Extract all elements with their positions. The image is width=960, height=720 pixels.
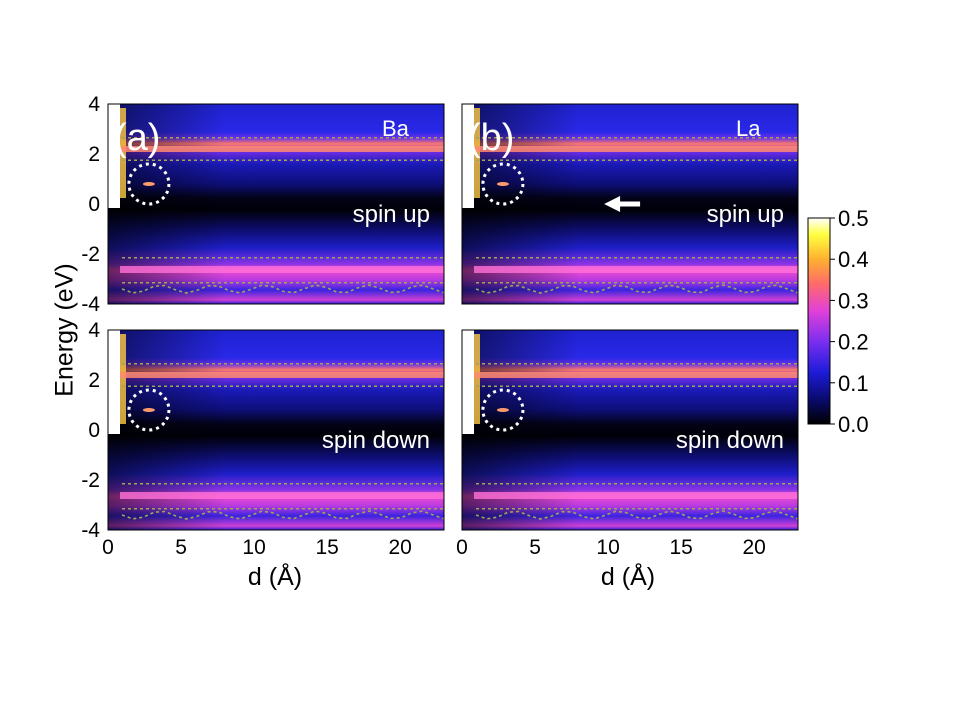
- interface-edge-glow: [474, 108, 480, 198]
- gap-state-circle: [481, 388, 525, 432]
- interface-edge-glow: [120, 108, 126, 198]
- panel-frame: [107, 103, 445, 305]
- x-tick-label: 15: [315, 536, 338, 559]
- contour-line-lower: [475, 284, 799, 294]
- colorbar-tick-label: 0.3: [838, 288, 869, 313]
- valence-band-line: [120, 266, 444, 273]
- x-tick-label: 20: [388, 536, 411, 559]
- x-tick-label: 15: [669, 536, 692, 559]
- conduction-band-line: [474, 146, 798, 152]
- panels-layer: (a) Ba spin up (b) La spin up spin down spin do…: [107, 103, 799, 531]
- conduction-band-line: [120, 146, 444, 152]
- conduction-band-line: [120, 372, 444, 378]
- x-tick-label: 5: [175, 536, 187, 559]
- x-axis-label-left: d (Å): [248, 561, 302, 591]
- x-tick-label: 5: [529, 536, 541, 559]
- colorbar-tick-label: 0.5: [838, 206, 869, 231]
- y-tick-label: 4: [88, 319, 100, 342]
- contour-line-lower: [121, 510, 445, 520]
- gap-state-circle: [127, 388, 171, 432]
- y-tick-label: 0: [88, 193, 100, 216]
- x-tick-label: 20: [742, 536, 765, 559]
- gap-state-circle: [127, 162, 171, 206]
- interface-bright-strip: [108, 330, 120, 434]
- heatmap-panel-1: (b) La spin up: [461, 103, 799, 305]
- gap-state-mark: [496, 408, 509, 412]
- heatmap-panel-3: spin down: [461, 329, 799, 531]
- panel-frame: [107, 329, 445, 531]
- panel-label: (a): [114, 117, 160, 159]
- valence-band-line: [120, 492, 444, 499]
- y-tick-label: -4: [81, 293, 100, 316]
- x-tick-label: 10: [596, 536, 619, 559]
- interface-bright-strip: [462, 330, 474, 434]
- element-label: La: [736, 116, 761, 141]
- contour-line-lower: [121, 284, 445, 294]
- interface-edge-glow: [120, 334, 126, 424]
- interface-edge-glow: [474, 334, 480, 424]
- heatmap-panel-0: (a) Ba spin up: [107, 103, 445, 305]
- y-tick-label: 2: [88, 143, 100, 166]
- gap-state-mark: [142, 408, 155, 412]
- x-tick-label: 10: [242, 536, 265, 559]
- conduction-band-line: [474, 372, 798, 378]
- valence-band-line: [474, 266, 798, 273]
- y-tick-label: -2: [81, 469, 100, 492]
- spin-label: spin up: [707, 201, 784, 228]
- spin-label: spin up: [353, 201, 430, 228]
- interface-bright-strip: [108, 104, 120, 208]
- y-tick-label: -4: [81, 519, 100, 542]
- y-tick-label: -2: [81, 243, 100, 266]
- colorbar: 0.5 0.4 0.3 0.2 0.1 0.0: [807, 206, 869, 437]
- element-label: Ba: [382, 116, 410, 141]
- colorbar-tick-label: 0.2: [838, 330, 869, 355]
- heatmap-panel-2: spin down: [107, 329, 445, 531]
- colorbar-tick-label: 0.0: [838, 412, 869, 437]
- panel-label: (b): [468, 117, 514, 159]
- colorbar-gradient: [807, 217, 831, 425]
- gap-state-circle: [481, 162, 525, 206]
- colorbar-tick-label: 0.4: [838, 247, 869, 272]
- x-tick-label: 0: [456, 536, 468, 559]
- y-tick-label: 0: [88, 419, 100, 442]
- spin-label: spin down: [676, 427, 784, 454]
- valence-band-line: [474, 492, 798, 499]
- interface-bright-strip: [462, 104, 474, 208]
- gap-state-mark: [496, 182, 509, 186]
- contour-line-lower: [475, 510, 799, 520]
- y-tick-label: 2: [88, 369, 100, 392]
- y-tick-label: 4: [88, 93, 100, 116]
- spin-label: spin down: [322, 427, 430, 454]
- panel-frame: [461, 329, 799, 531]
- y-axis-label: Energy (eV): [51, 263, 79, 396]
- x-tick-label: 0: [102, 536, 114, 559]
- gap-state-mark: [142, 182, 155, 186]
- x-axis-label-right: d (Å): [601, 561, 655, 591]
- colorbar-tick-label: 0.1: [838, 371, 869, 396]
- panel-frame: [461, 103, 799, 305]
- arrow-annotation: [604, 196, 641, 212]
